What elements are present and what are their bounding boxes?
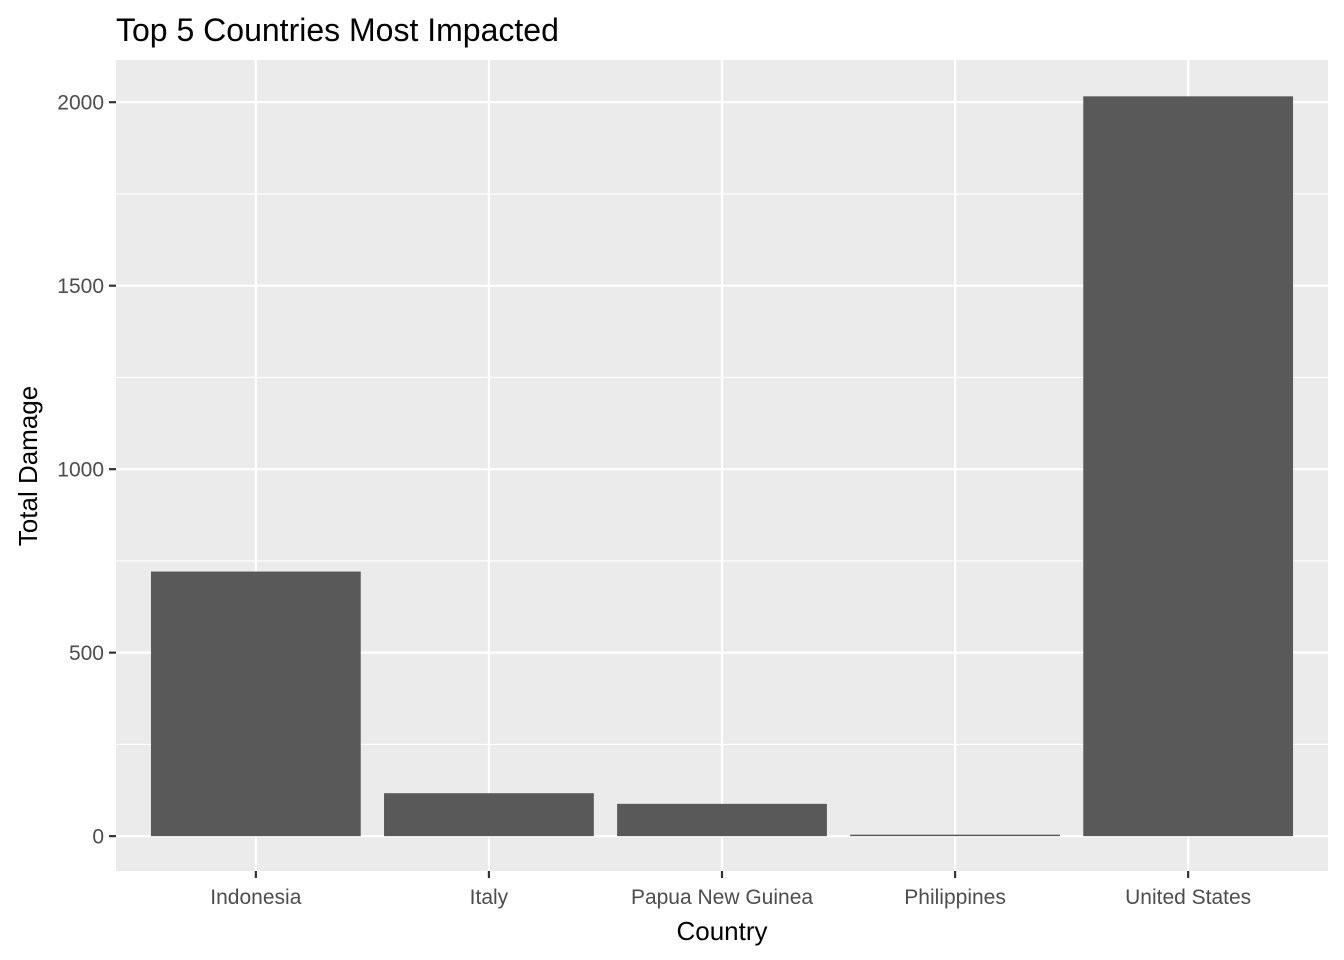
y-tick-label: 0 xyxy=(92,826,104,849)
y-axis-title: Total Damage xyxy=(13,386,43,546)
x-tick-label: United States xyxy=(1125,886,1251,909)
x-axis-title: Country xyxy=(676,916,767,946)
x-axis: Indonesia Italy Papua New Guinea Philippine… xyxy=(210,871,1251,909)
bar-papua-new-guinea xyxy=(617,803,827,837)
x-tick-label: Indonesia xyxy=(210,886,301,909)
bars xyxy=(150,96,1294,837)
y-tick-label: 2000 xyxy=(57,92,104,115)
y-tick-label: 1000 xyxy=(57,459,104,482)
bar-italy xyxy=(384,793,594,837)
bar-philippines xyxy=(850,834,1060,837)
x-tick-label: Papua New Guinea xyxy=(631,886,813,909)
y-tick-label: 1500 xyxy=(57,275,104,298)
x-tick-label: Italy xyxy=(470,886,509,909)
y-tick-label: 500 xyxy=(69,642,104,665)
bar-united-states xyxy=(1083,96,1294,837)
x-tick-label: Philippines xyxy=(904,886,1006,909)
bar-indonesia xyxy=(150,571,361,837)
y-axis: 0 500 1000 1500 2000 xyxy=(57,92,116,849)
chart-title: Top 5 Countries Most Impacted xyxy=(116,12,559,48)
